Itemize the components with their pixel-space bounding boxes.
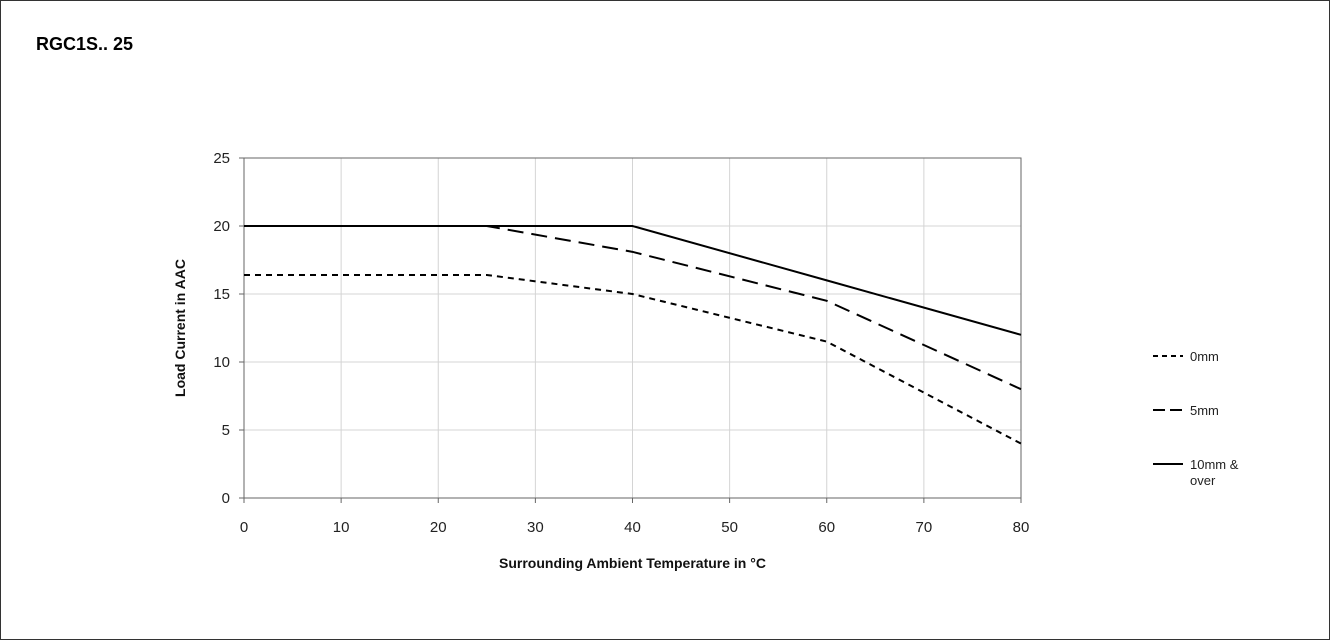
x-tick-label: 80 xyxy=(1013,519,1030,536)
x-tick-label: 60 xyxy=(818,519,835,536)
x-axis-label: Surrounding Ambient Temperature in °C xyxy=(499,555,766,571)
y-tick-label: 10 xyxy=(213,354,230,371)
y-tick-label: 20 xyxy=(213,218,230,235)
x-tick-label: 50 xyxy=(721,519,738,536)
legend: 0mm 5mm 10mm & over xyxy=(1153,349,1239,488)
grid xyxy=(243,157,1022,499)
x-tick-label: 20 xyxy=(430,519,447,536)
x-tick-label: 0 xyxy=(240,519,248,536)
y-axis-label: Load Current in AAC xyxy=(172,259,188,397)
legend-label: 10mm & over xyxy=(1190,457,1239,488)
y-tick-label: 25 xyxy=(213,150,230,167)
x-axis-ticks: 0 10 20 30 40 50 60 70 80 xyxy=(240,498,1030,536)
y-axis-ticks: 0 5 10 15 20 25 xyxy=(213,150,244,507)
y-tick-label: 5 xyxy=(222,422,230,439)
legend-label: 0mm xyxy=(1190,349,1219,364)
x-tick-label: 30 xyxy=(527,519,544,536)
series-line xyxy=(244,225,1022,336)
series xyxy=(244,225,1022,445)
series-line xyxy=(244,225,1022,391)
x-tick-label: 70 xyxy=(916,519,933,536)
x-tick-label: 40 xyxy=(624,519,641,536)
x-tick-label: 10 xyxy=(333,519,350,536)
series-line xyxy=(244,273,1022,445)
y-tick-label: 15 xyxy=(213,286,230,303)
y-tick-label: 0 xyxy=(222,490,230,507)
legend-label: 5mm xyxy=(1190,403,1219,418)
chart-title: RGC1S.. 25 xyxy=(36,34,134,54)
